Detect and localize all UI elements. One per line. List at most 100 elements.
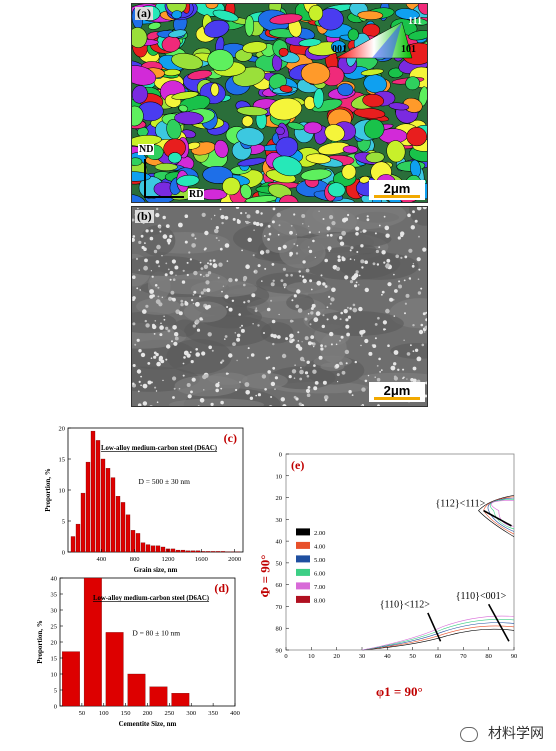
cementite-particle [270, 299, 273, 302]
cementite-particle [343, 217, 346, 220]
cementite-particle [234, 332, 237, 334]
histogram-bar [155, 545, 161, 553]
x-tick-label: 350 [208, 710, 218, 717]
grain [388, 102, 410, 111]
cementite-particle [132, 235, 136, 238]
cementite-particle [199, 273, 202, 276]
cementite-particle [163, 315, 165, 317]
cementite-particle [295, 397, 299, 401]
cementite-particle [156, 207, 159, 211]
cementite-particle [264, 388, 267, 391]
cementite-particle [247, 347, 250, 350]
cementite-particle [158, 265, 161, 268]
sem-patch [136, 298, 181, 315]
axis-arrows-icon [144, 159, 146, 197]
cementite-particle [412, 210, 415, 214]
odf-annotation: {112}<111> [435, 498, 485, 509]
cementite-particle [425, 381, 427, 385]
sem-patch [183, 301, 227, 323]
cementite-particle [215, 237, 218, 239]
cementite-particle [166, 238, 172, 244]
grain [132, 193, 146, 202]
grain [132, 157, 143, 166]
cementite-particle [304, 336, 309, 341]
histogram-bar [127, 673, 146, 707]
odf-contour [361, 615, 515, 651]
cementite-particle [144, 242, 146, 244]
cementite-particle [335, 266, 341, 271]
histogram-bar [160, 546, 166, 553]
sem-patch [286, 294, 315, 311]
cementite-particle [314, 256, 316, 258]
cementite-particle [220, 361, 223, 364]
odf-x-tick-label: 70 [460, 653, 467, 660]
cementite-particle [376, 263, 380, 266]
grain [207, 49, 234, 72]
cementite-particle [132, 382, 135, 385]
cementite-particle [147, 362, 151, 365]
cementite-particle [169, 278, 172, 281]
grain [132, 85, 148, 104]
grain [187, 70, 213, 80]
cementite-particle [285, 273, 289, 277]
cementite-particle [257, 324, 260, 327]
sem-micrograph [132, 207, 427, 406]
odf-x-tick-label: 90 [511, 653, 518, 660]
cementite-particle [145, 323, 150, 328]
grain [244, 15, 255, 37]
cementite-particle [289, 333, 294, 339]
cementite-particle [349, 280, 354, 284]
cementite-particle [144, 319, 147, 323]
cementite-particle [310, 288, 313, 291]
cementite-particle [360, 344, 362, 347]
cementite-particle [143, 265, 148, 271]
grain [406, 127, 427, 147]
cementite-particle [314, 381, 319, 385]
cementite-particle [158, 225, 162, 229]
cementite-particle [217, 381, 220, 384]
histogram-bar [100, 458, 106, 553]
y-tick-label: 35 [51, 592, 58, 599]
cementite-particle [420, 287, 423, 290]
cementite-particle [324, 258, 328, 263]
cementite-particle [351, 394, 354, 396]
cementite-particle [134, 343, 137, 346]
cementite-particle [361, 387, 366, 392]
cementite-particle [270, 282, 275, 287]
cementite-particle [393, 375, 397, 379]
cementite-particle [174, 332, 179, 337]
chart-stat: D = 500 ± 30 nm [139, 477, 191, 486]
y-tick-label: 30 [51, 608, 58, 615]
cementite-particle [204, 374, 209, 378]
cementite-particle [306, 360, 310, 364]
y-axis-label: Proportion, % [44, 468, 52, 511]
cementite-particle [324, 398, 328, 402]
cementite-particle [162, 379, 164, 382]
grain [305, 153, 332, 164]
cementite-particle [355, 281, 358, 284]
cementite-particle [412, 378, 417, 383]
odf-y-tick-label: 30 [276, 517, 283, 524]
cementite-particle [326, 226, 331, 231]
cementite-particle [378, 357, 381, 361]
y-tick-label: 10 [59, 488, 66, 495]
cementite-particle [346, 306, 349, 309]
odf-x-tick-label: 60 [435, 653, 442, 660]
cementite-particle [224, 294, 229, 299]
cementite-particle [193, 270, 198, 276]
histogram-bar [140, 542, 146, 553]
cementite-particle [138, 380, 141, 383]
cementite-particle [265, 249, 270, 254]
ipf-001-label: 001 [332, 44, 347, 55]
grain [203, 19, 230, 38]
cementite-particle [350, 246, 354, 250]
sem-patch [358, 372, 427, 384]
cementite-particle [291, 299, 294, 302]
cementite-particle [239, 381, 241, 384]
cementite-particle [278, 313, 280, 316]
cementite-particle [247, 356, 249, 359]
scalebar-b: 2μm [369, 382, 425, 402]
cementite-particle [412, 263, 415, 265]
cementite-particle [312, 369, 317, 374]
cementite-particle [192, 302, 195, 305]
